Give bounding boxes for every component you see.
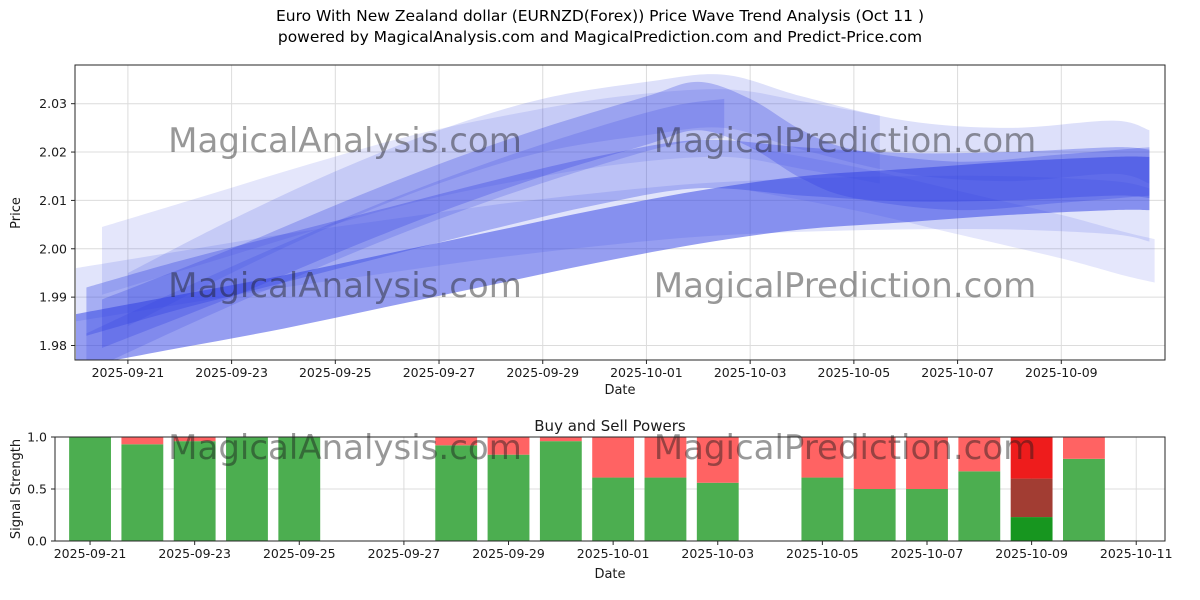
- x-tick-label: 2025-10-01: [610, 365, 683, 380]
- bar-segment-dark_green: [1010, 517, 1053, 541]
- plot-border: [74, 64, 1166, 361]
- price-wave-band: [127, 74, 1150, 327]
- watermark-right: MagicalPrediction.com: [654, 428, 1037, 468]
- x-tick-label: 2025-10-09: [995, 546, 1068, 561]
- power-y-axis-label: Signal Strength: [9, 439, 24, 539]
- watermark-left: MagicalAnalysis.com: [168, 121, 522, 161]
- bar-segment-red: [539, 437, 582, 442]
- x-tick-label: 2025-10-01: [577, 546, 650, 561]
- y-tick-label: 0.0: [27, 534, 47, 549]
- x-tick-label: 2025-09-25: [263, 546, 336, 561]
- figure-titles: Euro With New Zealand dollar (EURNZD(For…: [0, 6, 1200, 48]
- watermark-right: MagicalPrediction.com: [654, 121, 1037, 161]
- watermark-right: MagicalPrediction.com: [654, 266, 1037, 306]
- bar-segment-green: [958, 471, 1001, 541]
- bar-segment-green: [696, 482, 739, 541]
- y-tick-label: 2.00: [39, 241, 67, 256]
- x-tick-label: 2025-09-23: [158, 546, 231, 561]
- bar-segment-green: [906, 489, 948, 541]
- x-tick-label: 2025-10-07: [921, 365, 994, 380]
- bar-segment-red: [696, 437, 739, 483]
- bar-segment-red: [801, 437, 844, 478]
- bar-segment-red: [644, 437, 687, 478]
- y-tick-label: 0.5: [27, 482, 47, 497]
- bar-segment-green: [278, 437, 321, 541]
- buy-sell-power-chart: 0.0 0.5 1.0 2025-09-21 2025-09-23 2025-09-25 2…: [27, 430, 1172, 562]
- y-tick-label: 2.02: [39, 145, 67, 160]
- power-bars: [69, 437, 1105, 541]
- y-tick-label: 1.99: [39, 290, 67, 305]
- price-wave-band: [86, 98, 725, 360]
- price-wave-band: [86, 139, 1150, 336]
- watermark-left: MagicalAnalysis.com: [168, 428, 522, 468]
- bar-segment-red: [592, 437, 635, 478]
- x-tick-label: 2025-10-07: [891, 546, 964, 561]
- x-tick-label: 2025-09-21: [92, 365, 165, 380]
- bar-segment-green: [69, 437, 111, 541]
- x-tick-label: 2025-09-27: [403, 365, 476, 380]
- x-tick-label: 2025-09-29: [472, 546, 545, 561]
- bar-segment-red: [958, 437, 1001, 472]
- price-wave-bands: [76, 74, 1155, 360]
- watermarks: MagicalAnalysis.com MagicalPrediction.com…: [168, 121, 1036, 468]
- y-tick-label: 1.98: [39, 338, 67, 353]
- bar-segment-red: [487, 437, 530, 455]
- x-tick-label: 2025-09-25: [299, 365, 372, 380]
- power-chart-title: Buy and Sell Powers: [534, 417, 686, 435]
- y-tick-label: 1.0: [27, 430, 47, 445]
- chart-subtitle: powered by MagicalAnalysis.com and Magic…: [277, 28, 923, 46]
- bar-segment-green: [801, 477, 844, 541]
- bar-segment-red: [121, 437, 164, 445]
- x-tick-label: 2025-10-03: [681, 546, 754, 561]
- bar-segment-bright_red: [1010, 437, 1053, 479]
- x-tick-label: 2025-10-05: [818, 365, 891, 380]
- y-tick-label: 2.03: [39, 96, 67, 111]
- bar-segment-green: [592, 477, 635, 541]
- bar-segment-green: [173, 441, 216, 541]
- bar-segment-red: [173, 437, 216, 442]
- bar-segment-green: [853, 489, 896, 541]
- price-wave-band: [750, 147, 1155, 283]
- price-wave-chart: 1.98 1.99 2.00 2.01 2.02 2.03 2025-09-21 2025-0…: [39, 64, 1166, 380]
- x-tick-label: 2025-10-05: [786, 546, 859, 561]
- bar-segment-red: [853, 437, 896, 489]
- watermark-left: MagicalAnalysis.com: [168, 266, 522, 306]
- bar-segment-red: [906, 437, 948, 489]
- bar-segment-dark_red: [1010, 478, 1053, 518]
- y-tick-label: 2.01: [39, 193, 67, 208]
- bar-segment-red: [1062, 437, 1105, 459]
- price-y-axis-label: Price: [9, 197, 24, 229]
- bar-segment-green: [226, 437, 268, 541]
- price-wave-band: [102, 81, 1150, 348]
- price-x-axis-label: Date: [604, 383, 635, 398]
- x-tick-label: 2025-10-11: [1100, 546, 1173, 561]
- x-tick-label: 2025-10-09: [1025, 365, 1098, 380]
- bar-segment-green: [539, 441, 582, 541]
- x-tick-label: 2025-09-27: [368, 546, 441, 561]
- chart-title: Euro With New Zealand dollar (EURNZD(For…: [276, 7, 924, 25]
- x-tick-label: 2025-09-21: [54, 546, 127, 561]
- x-tick-label: 2025-09-29: [506, 365, 579, 380]
- x-tick-label: 2025-10-03: [714, 365, 787, 380]
- price-wave-band: [76, 175, 1150, 322]
- power-x-axis-label: Date: [594, 567, 625, 582]
- bar-segment-red: [435, 437, 478, 446]
- bar-segment-green: [1062, 458, 1105, 541]
- bar-segment-green: [644, 477, 687, 541]
- price-wave-band: [102, 89, 880, 295]
- price-wave-band: [76, 156, 1150, 360]
- bar-segment-green: [435, 445, 478, 541]
- bar-segment-green: [121, 444, 164, 541]
- x-tick-label: 2025-09-23: [195, 365, 268, 380]
- bar-segment-green: [487, 454, 530, 541]
